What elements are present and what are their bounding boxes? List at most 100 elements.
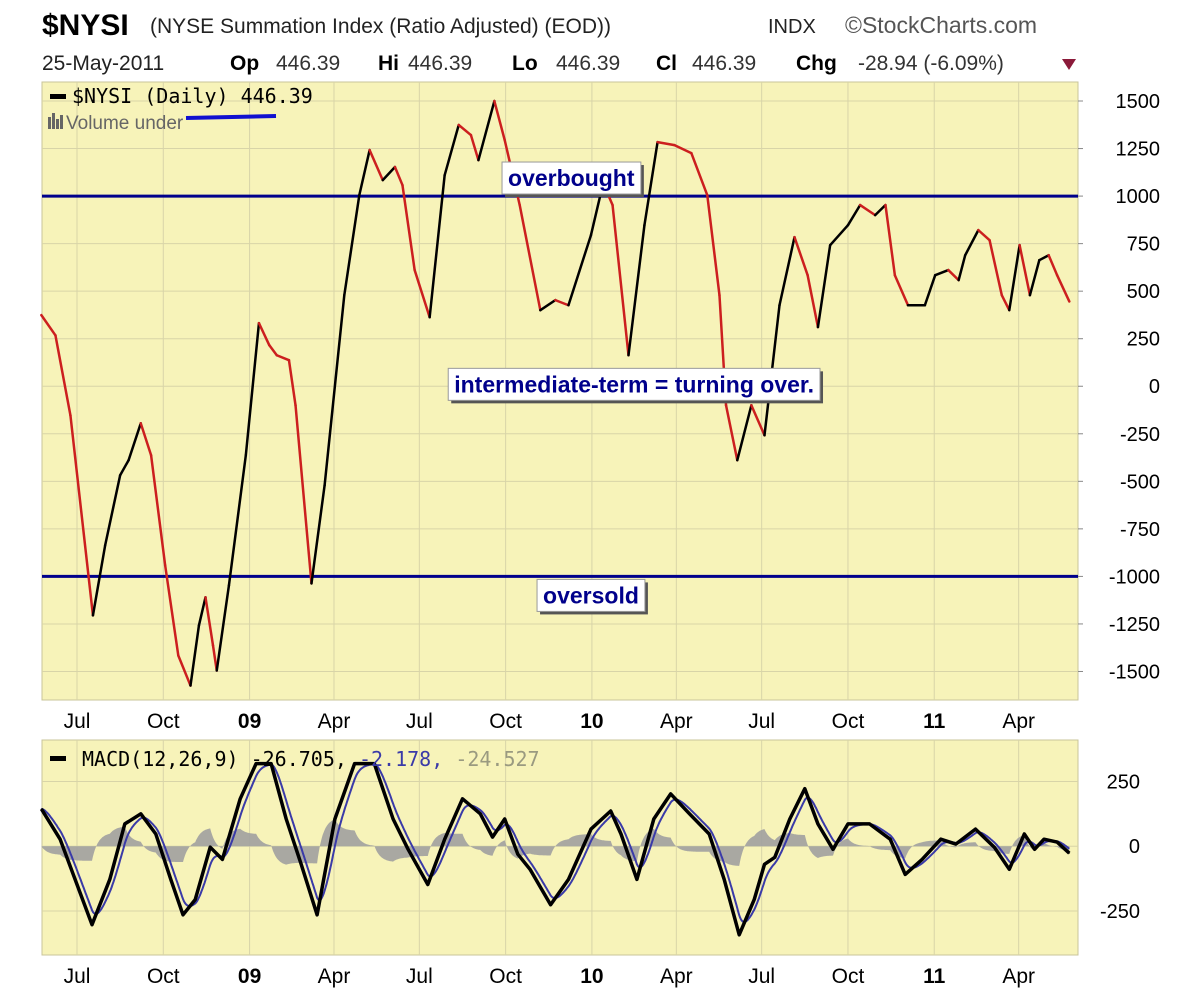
macd-legend-name: MACD(12,26,9) [82,747,239,771]
macd-point [373,763,375,765]
macd-point [239,798,241,800]
nysi-line-segment [567,233,593,307]
macd-point [1043,838,1045,840]
macd-plot-area [41,739,1079,956]
nysi-line-segment [518,203,542,312]
macd-point [124,823,126,825]
macd-point [550,904,552,906]
y-tick-label: -1000 [1109,566,1160,588]
nysi-line-segment [268,343,279,357]
macd-point [620,833,622,835]
y-tick-label: 250 [1127,329,1160,351]
macd-point [155,833,157,835]
nysi-line-segment [149,454,167,567]
nysi-line-segment [893,273,910,307]
macd-point [1068,852,1070,854]
quote-row: 25-May-2011 Op 446.39 Hi 446.39 Lo 446.3… [42,52,1076,75]
nysi-line-segment [393,165,404,187]
x-tick-label: Jul [406,965,433,988]
macd-point [170,878,172,880]
quote-date: 25-May-2011 [42,52,164,75]
op-value: 446.39 [276,52,340,75]
nysi-line-segment [957,253,967,282]
y-tick-label: 0 [1149,376,1160,398]
chg-value: -28.94 (-6.09%) [858,52,1004,75]
nysi-line-segment [793,235,809,277]
x-tick-label: Jul [64,710,91,733]
nysi-line-segment [706,193,721,297]
legend-nysi: $NYSI (Daily) 446.39 [72,84,313,108]
macd-point [723,878,725,880]
x-tick-label: Apr [1002,710,1035,733]
main-legend: $NYSI (Daily) 446.39 Volume under [48,84,313,134]
nysi-line-segment [977,228,991,242]
macd-point [889,838,891,840]
x-tick-label: 11 [923,710,946,733]
macd-point [300,863,302,865]
macd-point [194,899,196,901]
y-tick-label: -750 [1120,519,1160,541]
macd-point [993,846,995,848]
macd-point [670,793,672,795]
x-tick-label: Oct [147,710,180,733]
nysi-line-segment [643,140,659,227]
nysi-line-segment [103,473,122,547]
legend-volume: Volume under [66,113,184,134]
nysi-line-segment [1000,293,1011,312]
macd-point [955,843,957,845]
nysi-line-segment [227,454,248,587]
macd-point [975,828,977,830]
macd-point [567,878,569,880]
macd-point [517,853,519,855]
nysi-line-segment [858,203,877,217]
nysi-line-segment [806,273,820,329]
macd-point [529,868,531,870]
nysi-line-segment [873,203,887,217]
nysi-line-segment [118,458,130,477]
macd-point [1034,848,1036,850]
nysi-line-segment [343,193,361,297]
macd-point [789,818,791,820]
nysi-line-segment [177,654,192,687]
y-tick-label: -250 [1100,901,1140,923]
macd-point [427,884,429,886]
nysi-line-segment [846,203,862,227]
macd-point [1008,868,1010,870]
nysi-line-segment [294,404,313,585]
x-tick-label: Jul [64,965,91,988]
macd-point [940,838,942,840]
macd-point [316,914,318,916]
macd-point [59,838,61,840]
nysi-line-segment [127,422,143,462]
y-tick-label: 0 [1129,836,1140,858]
nysi-line-segment [163,564,180,657]
cl-value: 446.39 [692,52,756,75]
nysi-line-segment [54,334,72,417]
macd-point [209,846,211,848]
nysi-line-segment [933,268,950,277]
macd-point [461,798,463,800]
macd-point [255,763,257,765]
macd-point [847,823,849,825]
nysi-line-segment [368,148,385,182]
nysi-line-segment [310,484,326,585]
macd-point [334,818,336,820]
macd-legend-hist: -24.527 [455,747,539,771]
macd-point [708,833,710,835]
macd-point [182,914,184,916]
macd-point [653,818,655,820]
y-tick-label: 500 [1127,281,1160,303]
nysi-line-segment [690,151,709,197]
macd-point [1023,833,1025,835]
annotation-background [447,367,821,401]
x-tick-label: Oct [489,710,522,733]
macd-legend-swatch [50,756,66,761]
y-tick-label: 1000 [1116,186,1161,208]
nysi-line-segment [215,584,231,672]
nysi-line-segment [724,404,739,462]
nysi-line-segment [287,358,297,407]
nysi-line-segment [673,143,693,155]
y-tick-label: -1500 [1109,661,1160,683]
